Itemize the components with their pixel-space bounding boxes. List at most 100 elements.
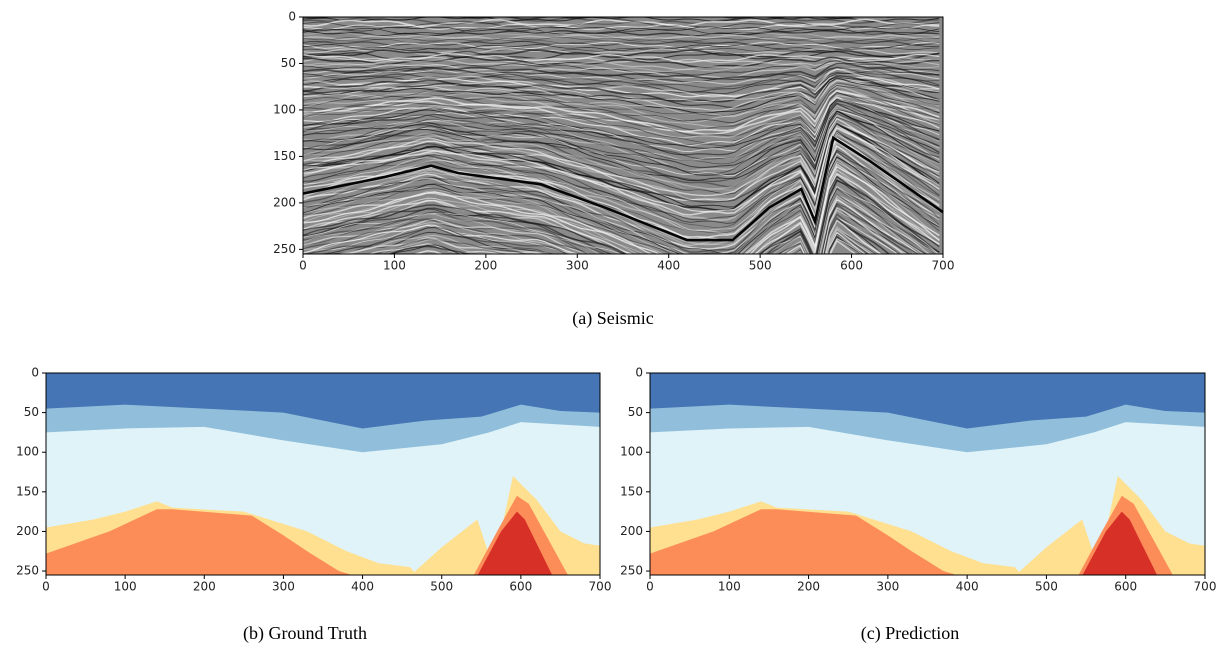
seismic-reflector bbox=[303, 53, 940, 63]
y-tick-label: 100 bbox=[620, 445, 643, 459]
x-tick-label: 100 bbox=[114, 580, 137, 594]
facies-region bbox=[1082, 511, 1158, 575]
facies-region bbox=[650, 373, 1205, 429]
seismic-reflector bbox=[303, 47, 940, 53]
seismic-reflector bbox=[303, 92, 940, 144]
seismic-reflector bbox=[303, 169, 940, 254]
x-tick-label: 200 bbox=[193, 580, 216, 594]
x-tick-label: 300 bbox=[566, 259, 589, 273]
seismic-reflector bbox=[337, 209, 908, 254]
seismic-reflector bbox=[303, 34, 940, 41]
seismic-reflector bbox=[303, 193, 931, 254]
x-tick-label: 300 bbox=[272, 580, 295, 594]
seismic-reflector bbox=[303, 187, 938, 254]
seismic-reflector bbox=[303, 124, 940, 213]
seismic-reflector bbox=[303, 4, 939, 10]
x-tick-label: 200 bbox=[474, 259, 497, 273]
y-tick-label: 50 bbox=[628, 405, 643, 419]
seismic-reflector bbox=[303, 56, 940, 68]
seismic-reflector bbox=[303, 18, 940, 28]
y-tick-label: 150 bbox=[16, 484, 39, 498]
seismic-reflector bbox=[303, 186, 938, 254]
seismic-reflector bbox=[303, 188, 931, 254]
seismic-reflector bbox=[303, 175, 940, 254]
seismic-reflector bbox=[303, 79, 940, 118]
seismic-reflector bbox=[827, 228, 873, 254]
seismic-reflector bbox=[303, 31, 940, 39]
seismic-reflector bbox=[303, 98, 940, 160]
y-tick-label: 0 bbox=[288, 10, 296, 24]
x-tick-label: 400 bbox=[351, 580, 374, 594]
axes-frame bbox=[302, 16, 944, 255]
x-tick-label: 600 bbox=[1114, 580, 1137, 594]
seismic-reflector bbox=[303, 126, 940, 216]
seismic-reflector bbox=[303, 97, 940, 149]
seismic-reflector bbox=[328, 202, 914, 254]
image-content bbox=[650, 373, 1205, 575]
axes-frame bbox=[45, 372, 601, 576]
seismic-reflector bbox=[303, 152, 940, 254]
seismic-reflector bbox=[303, 0, 939, 4]
seismic-reflector bbox=[303, 36, 940, 42]
seismic-reflector bbox=[303, 76, 940, 109]
y-tick-label: 250 bbox=[620, 564, 643, 578]
seismic-reflector bbox=[303, 144, 940, 250]
x-tick-label: 500 bbox=[749, 259, 772, 273]
seismic-reflector bbox=[424, 226, 884, 254]
y-tick-label: 150 bbox=[620, 484, 643, 498]
x-tick-label: 200 bbox=[797, 580, 820, 594]
seismic-reflector bbox=[303, 122, 940, 208]
seismic-reflector bbox=[303, 110, 940, 182]
seismic-reflector bbox=[303, 116, 940, 195]
seismic-reflector bbox=[303, 60, 940, 76]
image-content bbox=[46, 373, 600, 575]
seismic-reflector bbox=[303, 85, 940, 123]
y-tick-label: 200 bbox=[620, 524, 643, 538]
seismic-reflector bbox=[303, 83, 940, 123]
seismic-reflector bbox=[303, 9, 939, 16]
seismic-reflector bbox=[303, 59, 940, 71]
seismic-reflector bbox=[303, 102, 940, 168]
seismic-reflector bbox=[303, 203, 920, 254]
axes-frame bbox=[649, 372, 1206, 576]
image-content bbox=[303, 0, 943, 254]
x-tick-label: 500 bbox=[1035, 580, 1058, 594]
x-tick-label: 400 bbox=[956, 580, 979, 594]
seismic-reflector bbox=[303, 17, 940, 20]
seismic-reflector bbox=[303, 97, 940, 153]
seismic-reflector bbox=[303, 0, 939, 2]
seismic-reflector bbox=[303, 77, 940, 114]
seismic-reflector bbox=[303, 30, 940, 37]
y-tick-label: 150 bbox=[273, 149, 296, 163]
y-tick-label: 250 bbox=[273, 242, 296, 256]
seismic-reflector bbox=[303, 169, 940, 254]
seismic-reflector bbox=[303, 149, 940, 254]
x-tick-label: 400 bbox=[657, 259, 680, 273]
seismic-reflector bbox=[367, 213, 900, 254]
y-tick-label: 0 bbox=[31, 366, 39, 380]
facies-region bbox=[477, 511, 553, 575]
seismic-reflector bbox=[303, 2, 939, 8]
caption: (a) Seismic bbox=[572, 308, 653, 329]
seismic-reflector bbox=[303, 114, 940, 190]
seismic-reflector bbox=[303, 89, 940, 135]
seismic-reflector bbox=[334, 206, 905, 254]
seismic-reflector bbox=[827, 235, 865, 254]
seismic-reflector bbox=[829, 239, 857, 254]
seismic-reflector bbox=[303, 179, 940, 254]
seismic-reflector bbox=[413, 219, 883, 254]
seismic-reflector bbox=[303, 38, 940, 45]
seismic-reflector bbox=[303, 62, 940, 80]
seismic-reflector bbox=[303, 66, 940, 89]
seismic-reflector bbox=[303, 8, 939, 13]
seismic-reflector bbox=[303, 88, 940, 131]
y-tick-label: 100 bbox=[273, 102, 296, 116]
seismic-reflector bbox=[303, 41, 940, 50]
seismic-reflector bbox=[303, 0, 939, 4]
x-tick-label: 600 bbox=[509, 580, 532, 594]
seismic-reflector bbox=[303, 115, 940, 192]
seismic-reflector bbox=[303, 165, 940, 254]
y-tick-label: 200 bbox=[273, 195, 296, 209]
seismic-reflector bbox=[303, 117, 940, 197]
